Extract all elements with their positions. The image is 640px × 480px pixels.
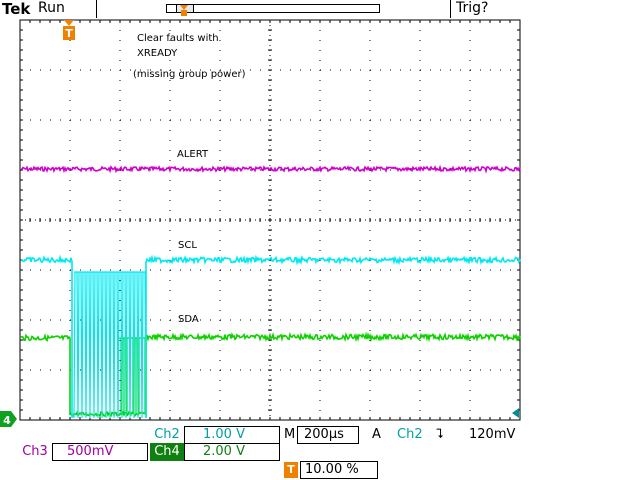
ch3-name: Ch3	[22, 444, 48, 459]
record-length-bar	[166, 4, 380, 13]
alert-trace-label: ALERT	[177, 149, 209, 160]
scl-trace	[20, 254, 73, 418]
alert-trace	[20, 164, 521, 174]
ch4-ground-label: 4	[3, 414, 11, 427]
scl-trace-label: SCL	[178, 240, 197, 251]
timebase-value: 200µs	[297, 426, 359, 444]
trigger-state: Trig?	[456, 0, 489, 16]
ch4-scale: 2.00 V	[184, 443, 280, 461]
trigger-marker-letter: T	[65, 27, 73, 40]
trigger-prefix: A	[372, 427, 381, 442]
brand-logo: Tek	[2, 0, 31, 18]
trigger-position-icon: T	[284, 462, 298, 478]
sda-trace-label: SDA	[178, 314, 199, 325]
note-line-3: (missing group power)	[133, 69, 246, 80]
separator	[450, 0, 451, 18]
run-state: Run	[38, 0, 65, 16]
timebase-prefix: M	[284, 427, 296, 442]
scl-trace-idle	[145, 254, 521, 418]
note-line-1: Clear faults with	[137, 33, 219, 44]
trigger-level-arrow	[512, 408, 519, 418]
ch2-scale: 1.00 V	[184, 426, 280, 444]
note-line-2: XREADY	[137, 48, 178, 59]
ch4-ground-marker: 4	[0, 411, 17, 427]
trigger-position-value: 10.00 %	[300, 461, 378, 479]
ch4-name: Ch4	[150, 443, 184, 461]
ch2-name: Ch2	[154, 427, 180, 442]
waveform-traces	[20, 164, 521, 419]
separator	[96, 0, 97, 18]
trigger-slope-icon: ⮧	[436, 427, 444, 442]
scl-clock-burst	[73, 271, 147, 419]
trigger-position-marker	[180, 5, 188, 16]
trigger-marker: T	[63, 20, 75, 40]
trigger-level: 120mV	[469, 427, 516, 442]
ch3-scale: 500mV	[52, 443, 148, 461]
graticule	[19, 19, 521, 421]
trigger-source: Ch2	[397, 427, 423, 442]
